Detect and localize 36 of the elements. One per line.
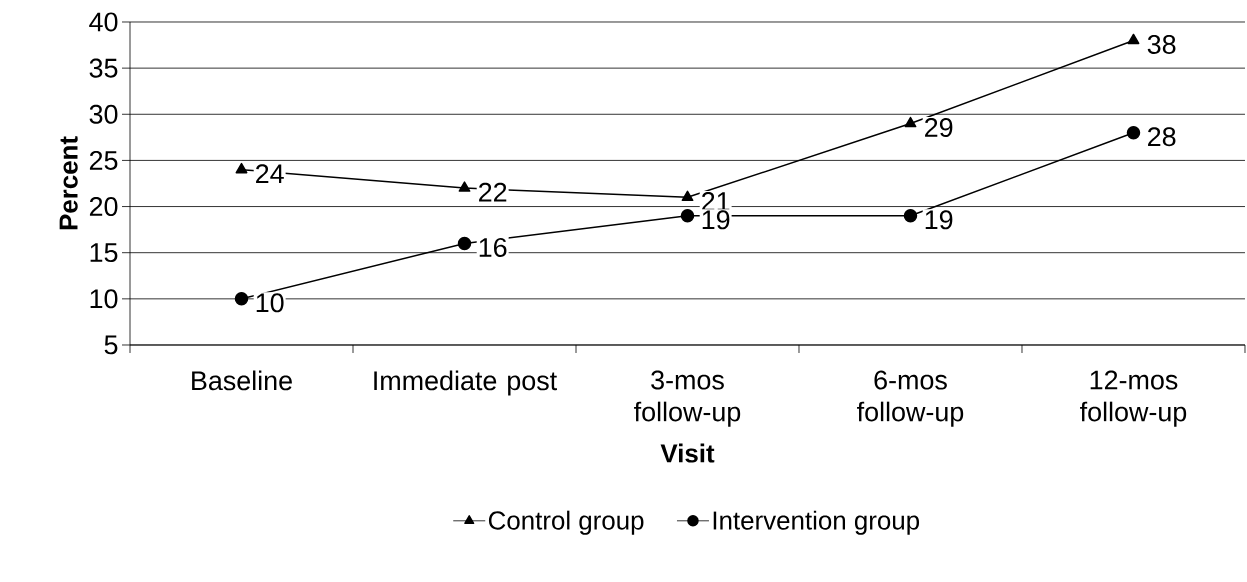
x-tick-label: 3-mos follow-up: [634, 370, 741, 427]
point: [1126, 125, 1141, 140]
y-tick-label: 35: [89, 58, 118, 78]
point: [458, 181, 471, 192]
x-axis-title: Visit: [660, 443, 715, 463]
y-tick-label: 40: [89, 12, 118, 32]
data-label: 19: [702, 210, 730, 230]
y-tick-label: 20: [89, 197, 118, 217]
legend-label: Intervention group: [713, 510, 920, 535]
point: [1127, 33, 1140, 45]
y-tick-label: 10: [90, 289, 118, 309]
legend-label: Control group: [488, 510, 644, 535]
data-label: 28: [1148, 127, 1176, 147]
x-tick-label: 12-mos follow-up: [1080, 370, 1187, 427]
data-label: 10: [256, 293, 284, 313]
data-label: 29: [925, 117, 953, 138]
x-tick-label: Baseline: [192, 370, 292, 391]
data-label: 22: [479, 182, 507, 202]
x-tick-label: 6-mos follow-up: [857, 370, 964, 427]
point: [235, 162, 248, 174]
y-tick-label: 25: [89, 150, 118, 170]
x-tick-label: Immediate post: [374, 370, 557, 396]
data-label: 38: [1147, 34, 1176, 54]
data-label: 24: [256, 164, 284, 184]
y-tick-label: 30: [89, 104, 118, 124]
point: [457, 236, 472, 251]
point: [234, 292, 249, 306]
point: [680, 209, 695, 223]
point: [681, 190, 694, 202]
y-tick-label: 5: [104, 335, 118, 355]
y-tick-label: 15: [90, 243, 118, 263]
point: [903, 209, 918, 223]
data-label: 16: [479, 237, 507, 257]
data-label: 19: [925, 210, 953, 230]
y-axis-title: Percent: [59, 136, 78, 230]
point: [904, 116, 917, 128]
